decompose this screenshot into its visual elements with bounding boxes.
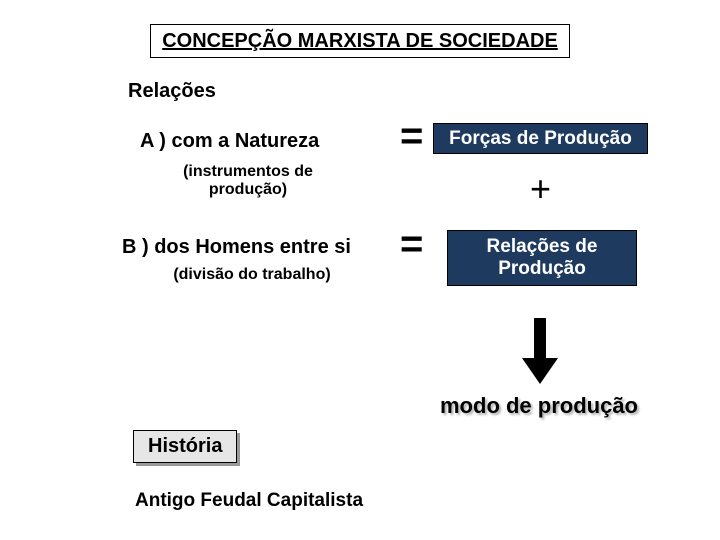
- historia-box: História: [133, 430, 237, 463]
- sub-a: (instrumentos de produção): [168, 163, 328, 199]
- box-forcas-text: Forças de Produção: [449, 128, 632, 150]
- historia-label: História: [148, 435, 222, 458]
- line-b: B ) dos Homens entre si: [122, 236, 351, 259]
- down-arrow: [522, 318, 558, 389]
- plus-symbol: +: [530, 168, 551, 210]
- box-forcas: Forças de Produção: [433, 123, 648, 154]
- equals-2: =: [400, 222, 423, 267]
- box-relacoes-text: Relações de Produção: [452, 236, 632, 280]
- historia-stages: Antigo Feudal Capitalista: [135, 490, 363, 512]
- relacoes-header: Relações: [128, 80, 216, 103]
- title-text: CONCEPÇÃO MARXISTA DE SOCIEDADE: [162, 30, 558, 53]
- line-a: A ) com a Natureza: [140, 130, 319, 153]
- title-box: CONCEPÇÃO MARXISTA DE SOCIEDADE: [150, 24, 570, 58]
- equals-1: =: [400, 114, 423, 159]
- box-relacoes: Relações de Produção: [447, 230, 637, 286]
- sub-b: (divisão do trabalho): [152, 266, 352, 284]
- modo-producao: modo de produção: [440, 393, 638, 419]
